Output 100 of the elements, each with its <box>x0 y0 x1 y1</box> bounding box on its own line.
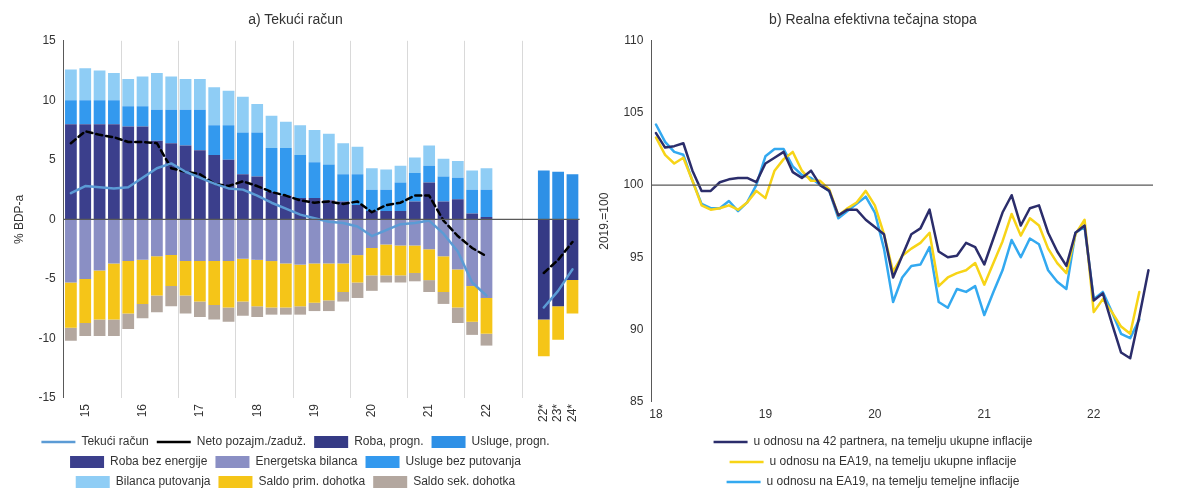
bar <box>208 155 221 220</box>
bar <box>165 255 178 287</box>
bar <box>151 72 163 110</box>
bar <box>265 115 278 148</box>
legend-label: Neto pozajm./zaduž. <box>196 434 307 449</box>
bar <box>93 319 106 337</box>
bar <box>136 259 149 304</box>
bar <box>108 72 120 101</box>
bar <box>93 100 106 125</box>
bar <box>79 219 92 279</box>
bar <box>222 90 235 126</box>
bar <box>423 280 436 293</box>
y-tick-label: 95 <box>630 249 644 264</box>
bar <box>337 263 350 293</box>
x-tick-label: 18 <box>249 403 264 418</box>
bar <box>279 307 292 315</box>
bar <box>408 157 421 173</box>
y-tick-label: 90 <box>630 321 644 336</box>
legend-label: Tekući račun <box>81 434 149 449</box>
bar <box>265 147 278 193</box>
bar <box>93 219 106 271</box>
bar <box>466 170 479 190</box>
bar <box>380 169 393 190</box>
bar <box>451 199 464 220</box>
bar <box>466 219 479 287</box>
bar <box>294 125 307 156</box>
bar <box>308 130 321 163</box>
bar <box>194 78 206 110</box>
bar <box>179 219 192 262</box>
bar <box>308 162 321 198</box>
bar <box>480 297 493 334</box>
bar <box>265 219 278 262</box>
bar <box>480 168 493 190</box>
bar <box>337 143 350 175</box>
y-tick-label: 110 <box>624 33 644 48</box>
bar <box>151 140 163 220</box>
chart-title: a) Tekući račun <box>248 11 343 28</box>
bar <box>351 282 364 298</box>
bar <box>480 189 493 218</box>
legend-label: Energetska bilanca <box>255 454 358 469</box>
bar <box>179 261 192 296</box>
x-tick-label: 18 <box>649 407 663 422</box>
legend-label: u odnosu na EA19, na temelju ukupne inflacije <box>769 454 1017 469</box>
bar <box>151 295 163 313</box>
bar <box>322 164 335 201</box>
bar <box>394 165 407 183</box>
bar <box>122 78 135 107</box>
legend-label: Usluge, progn. <box>471 434 550 449</box>
bar <box>437 292 450 304</box>
bar <box>380 211 393 220</box>
bar <box>208 305 221 320</box>
legend-label: Roba, progn. <box>354 434 424 449</box>
bar <box>437 256 450 293</box>
bar <box>151 256 163 296</box>
bar <box>136 303 149 319</box>
bar <box>265 307 278 315</box>
bar <box>351 205 364 220</box>
bar <box>294 219 307 265</box>
bar <box>236 96 249 133</box>
bar <box>466 321 479 335</box>
bar <box>337 219 350 264</box>
bar <box>222 261 235 308</box>
bar <box>122 261 135 314</box>
bar <box>136 76 149 107</box>
legend-label: u odnosu na 42 partnera, na temelju ukupne inflacije <box>753 434 1033 449</box>
bar <box>194 261 206 302</box>
bar <box>222 219 235 262</box>
bar <box>552 219 565 307</box>
bar <box>179 109 192 146</box>
x-tick-label: 19 <box>306 403 321 418</box>
bar <box>251 219 264 260</box>
legend-label: u odnosu na EA19, na temelju temeljne inflacije <box>766 474 1020 489</box>
bar <box>108 319 120 337</box>
x-tick-label: 19 <box>758 407 773 422</box>
bar <box>165 109 178 144</box>
bar <box>65 327 77 341</box>
bar <box>208 261 221 306</box>
x-tick-label: 20 <box>364 403 379 418</box>
x-tick-label: 21 <box>421 403 436 418</box>
bar <box>294 306 307 315</box>
bar <box>423 145 436 166</box>
bar <box>365 275 378 291</box>
bar <box>294 155 307 198</box>
x-tick-label: 22* <box>536 403 551 423</box>
y-tick-label: 0 <box>49 211 57 226</box>
bar <box>337 292 350 302</box>
bar <box>408 172 421 202</box>
bar <box>236 301 249 316</box>
bar <box>79 68 92 101</box>
bar <box>194 109 206 151</box>
bar <box>394 211 407 220</box>
bar <box>108 219 120 264</box>
bar <box>136 219 149 260</box>
bar <box>451 307 464 323</box>
bar <box>108 124 120 220</box>
bar <box>537 219 550 320</box>
bar <box>194 219 206 262</box>
bar <box>194 150 206 220</box>
bar <box>308 263 321 303</box>
bar <box>322 133 335 165</box>
